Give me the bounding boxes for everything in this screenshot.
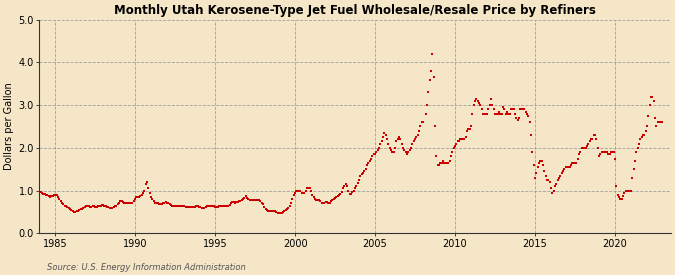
Text: Source: U.S. Energy Information Administration: Source: U.S. Energy Information Administ… [47, 263, 246, 272]
Y-axis label: Dollars per Gallon: Dollars per Gallon [4, 82, 14, 170]
Title: Monthly Utah Kerosene-Type Jet Fuel Wholesale/Resale Price by Refiners: Monthly Utah Kerosene-Type Jet Fuel Whol… [114, 4, 596, 17]
